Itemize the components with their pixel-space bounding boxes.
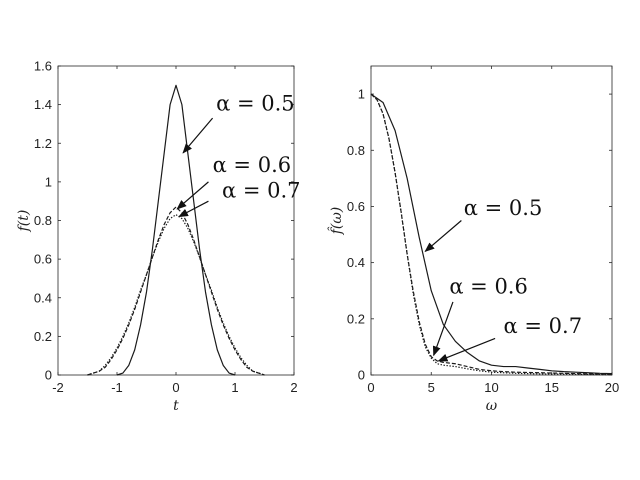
right-panel-ytick-label: 0.4 bbox=[347, 255, 365, 270]
left-panel-ytick-label: 1.6 bbox=[34, 59, 52, 74]
left-panel-xtick-label: 1 bbox=[231, 380, 238, 395]
left-panel-xtick-label: -2 bbox=[52, 380, 64, 395]
left-panel-ytick-label: 0.6 bbox=[34, 252, 52, 267]
left-panel-xtick-label: 0 bbox=[172, 380, 179, 395]
right-panel-xtick-label: 5 bbox=[428, 380, 435, 395]
right-panel-ytick-label: 0.2 bbox=[347, 311, 365, 326]
left-panel-ytick-label: 0.4 bbox=[34, 290, 52, 305]
right-panel-annotation-label: α = 0.7 bbox=[504, 314, 583, 338]
left-panel-ytick-label: 1.4 bbox=[34, 97, 52, 112]
right-panel: 0 5 10 15 20 0 0.2 0.4 0.6 0.8 1 ω f̂(ω) α = 0.5 α = 0… bbox=[327, 65, 619, 414]
right-panel-ytick-label: 0 bbox=[358, 368, 365, 383]
right-panel-series-line bbox=[370, 93, 613, 376]
left-panel-annotation-label: α = 0.5 bbox=[216, 91, 295, 115]
right-panel-series-line bbox=[370, 93, 613, 375]
right-panel-annotation-arrow bbox=[437, 337, 496, 362]
left-panel-ytick-label: 0.2 bbox=[34, 329, 52, 344]
right-panel-annotation-label: α = 0.6 bbox=[449, 275, 528, 299]
right-panel-ylabel: f̂(ω) bbox=[327, 207, 345, 236]
left-panel: -2 -1 0 1 2 0 0.2 0.4 0.6 0.8 1 1.2 1.4 1.6 t f(t) α = 0… bbox=[16, 59, 301, 415]
right-panel-annotation-label: α = 0.5 bbox=[464, 196, 543, 220]
left-panel-annotation-label: α = 0.7 bbox=[222, 178, 301, 202]
left-panel-ytick-label: 1 bbox=[45, 174, 52, 189]
right-panel-ytick-label: 1 bbox=[358, 87, 365, 102]
left-panel-annotation-label: α = 0.6 bbox=[213, 153, 292, 177]
left-panel-ytick-label: 0 bbox=[45, 368, 52, 383]
left-panel-annotation-arrow bbox=[178, 200, 209, 218]
right-panel-ytick-label: 0.8 bbox=[347, 143, 365, 158]
right-panel-xtick-label: 0 bbox=[367, 380, 374, 395]
left-panel-ylabel: f(t) bbox=[16, 210, 32, 233]
right-panel-annotation-arrow bbox=[424, 220, 462, 253]
left-panel-series-line bbox=[87, 206, 265, 376]
left-panel-series-line bbox=[116, 84, 236, 376]
left-panel-ytick-label: 0.8 bbox=[34, 213, 52, 228]
right-panel-xtick-label: 15 bbox=[545, 380, 559, 395]
right-panel-annotation-arrow bbox=[432, 301, 454, 357]
right-panel-xlabel: ω bbox=[486, 398, 498, 414]
left-panel-xtick-label: 2 bbox=[290, 380, 297, 395]
left-panel-annotation-arrow bbox=[176, 181, 209, 210]
left-panel-series-line bbox=[87, 214, 265, 376]
left-panel-annotation-arrow bbox=[182, 117, 214, 154]
left-panel-ytick-label: 1.2 bbox=[34, 136, 52, 151]
left-panel-xlabel: t bbox=[173, 398, 179, 414]
right-panel-xtick-label: 20 bbox=[605, 380, 619, 395]
right-panel-ytick-label: 0.6 bbox=[347, 199, 365, 214]
left-panel-xtick-label: -1 bbox=[111, 380, 123, 395]
right-panel-xtick-label: 10 bbox=[484, 380, 498, 395]
